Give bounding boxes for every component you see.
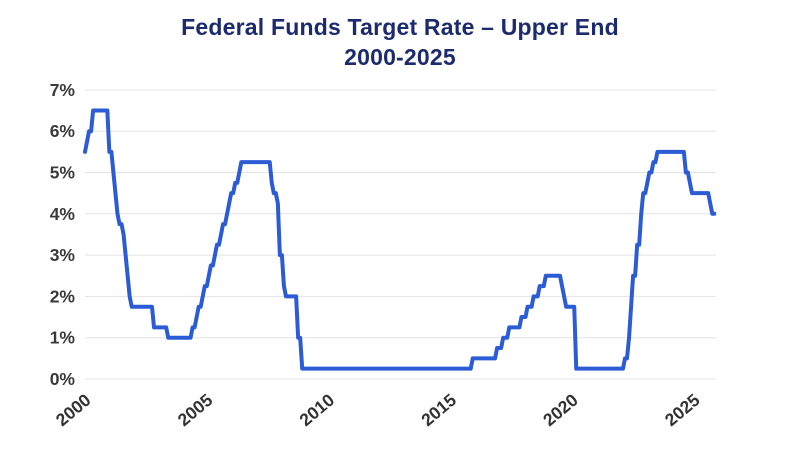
x-axis-tick-label: 2005 bbox=[174, 390, 217, 431]
chart-title-line2: 2000-2025 bbox=[344, 44, 456, 71]
y-axis-tick-label: 1% bbox=[50, 328, 76, 348]
y-axis-tick-label: 0% bbox=[50, 369, 76, 389]
y-axis-tick-label: 4% bbox=[50, 204, 76, 224]
x-axis-tick-label: 2015 bbox=[417, 390, 460, 431]
y-axis-tick-label: 6% bbox=[50, 121, 76, 141]
y-axis-tick-label: 7% bbox=[50, 80, 76, 100]
y-axis-tick-label: 2% bbox=[50, 286, 76, 306]
x-axis-tick-label: 2025 bbox=[661, 390, 704, 431]
y-axis-tick-label: 5% bbox=[50, 163, 76, 183]
chart-title: Federal Funds Target Rate – Upper End 20… bbox=[0, 12, 800, 73]
rate-line-series bbox=[83, 108, 717, 371]
x-axis-tick-label: 2020 bbox=[539, 390, 582, 431]
chart-title-line1: Federal Funds Target Rate – Upper End bbox=[181, 14, 619, 40]
x-axis-tick-label: 2000 bbox=[52, 390, 95, 431]
x-axis-tick-label: 2010 bbox=[295, 390, 338, 431]
y-axis-tick-label: 3% bbox=[50, 245, 76, 265]
